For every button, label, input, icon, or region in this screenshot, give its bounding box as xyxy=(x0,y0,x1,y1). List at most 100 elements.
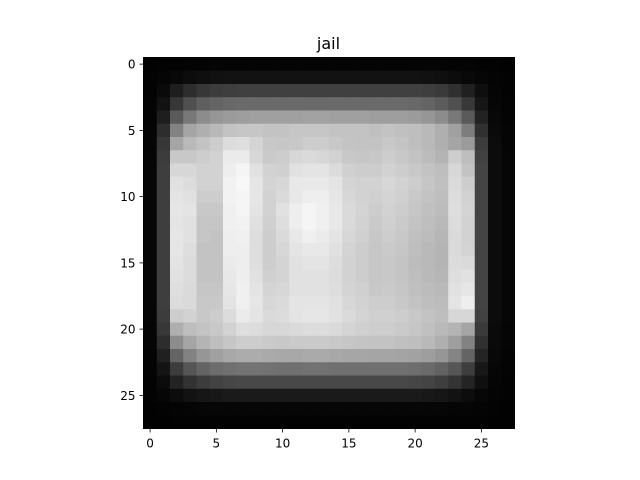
heatmap-cell xyxy=(276,123,290,138)
heatmap-cell xyxy=(474,137,489,151)
heatmap-cell xyxy=(421,243,436,257)
axes-frame xyxy=(143,57,515,429)
heatmap-cell xyxy=(249,309,264,323)
heatmap-cell xyxy=(170,137,184,151)
heatmap-cell xyxy=(448,216,462,231)
heatmap-cell xyxy=(156,335,171,350)
x-tick-label: 20 xyxy=(407,437,422,451)
heatmap-cell xyxy=(474,57,489,72)
heatmap-cell xyxy=(143,402,158,416)
heatmap-cell xyxy=(262,362,277,376)
heatmap-cell xyxy=(302,282,317,297)
heatmap-cell xyxy=(289,57,303,72)
heatmap-cell xyxy=(236,203,250,217)
heatmap-cell xyxy=(170,110,184,125)
heatmap-cell xyxy=(249,243,264,257)
heatmap-cell xyxy=(156,388,171,403)
heatmap-cell xyxy=(435,402,449,416)
heatmap-cell xyxy=(209,269,224,284)
heatmap-cell xyxy=(355,375,370,390)
heatmap-cell xyxy=(329,269,343,284)
heatmap-cell xyxy=(474,216,489,231)
heatmap-cell xyxy=(289,123,303,138)
heatmap-cell xyxy=(223,309,237,323)
y-tick-label: 5 xyxy=(128,124,136,138)
heatmap-cell xyxy=(382,137,396,151)
heatmap-cell xyxy=(461,296,476,310)
heatmap-cell xyxy=(408,269,423,284)
heatmap-cell xyxy=(156,150,171,164)
heatmap-cell xyxy=(395,402,409,416)
heatmap-cell xyxy=(461,402,476,416)
heatmap-cell xyxy=(262,322,277,337)
heatmap-cell xyxy=(474,296,489,310)
heatmap-cell xyxy=(170,388,184,403)
heatmap-cell xyxy=(209,415,224,429)
heatmap-cell xyxy=(368,190,383,204)
heatmap-cell xyxy=(448,123,462,138)
heatmap-cell xyxy=(315,176,330,191)
heatmap-cell xyxy=(262,256,277,270)
heatmap-cell xyxy=(408,362,423,376)
heatmap-cell xyxy=(223,123,237,138)
heatmap-cell xyxy=(249,322,264,337)
heatmap-cell xyxy=(408,70,423,85)
heatmap-cell xyxy=(249,296,264,310)
heatmap-cell xyxy=(315,84,330,98)
heatmap-cell xyxy=(315,216,330,231)
heatmap-cell xyxy=(421,176,436,191)
heatmap-cell xyxy=(355,70,370,85)
heatmap-cell xyxy=(488,296,502,310)
heatmap-cell xyxy=(223,229,237,244)
heatmap-cell xyxy=(368,84,383,98)
heatmap-cell xyxy=(435,349,449,363)
heatmap-cell xyxy=(209,97,224,111)
heatmap-cell xyxy=(183,137,197,151)
heatmap-cell xyxy=(395,309,409,323)
heatmap-cell xyxy=(249,97,264,111)
heatmap-cell xyxy=(329,388,343,403)
heatmap-cell xyxy=(474,163,489,178)
heatmap-cell xyxy=(435,296,449,310)
heatmap-cell xyxy=(143,349,158,363)
heatmap-cell xyxy=(474,110,489,125)
heatmap-cell xyxy=(342,190,356,204)
heatmap-cell xyxy=(342,349,356,363)
heatmap-cell xyxy=(488,203,502,217)
heatmap-cell xyxy=(395,97,409,111)
heatmap-cell xyxy=(262,190,277,204)
heatmap-cell xyxy=(249,282,264,297)
heatmap-cell xyxy=(315,57,330,72)
x-axis: 0 5 10 15 20 25 xyxy=(146,428,489,451)
heatmap-cell xyxy=(183,57,197,72)
heatmap-cell xyxy=(302,216,317,231)
heatmap-cell xyxy=(183,282,197,297)
heatmap-cell xyxy=(474,402,489,416)
heatmap-cell xyxy=(183,123,197,138)
heatmap-cell xyxy=(474,415,489,429)
heatmap-cell xyxy=(209,137,224,151)
heatmap-cell xyxy=(474,190,489,204)
heatmap-cell xyxy=(223,349,237,363)
heatmap-cell xyxy=(223,256,237,270)
heatmap-cell xyxy=(448,256,462,270)
heatmap-cell xyxy=(474,70,489,85)
heatmap-cell xyxy=(183,110,197,125)
heatmap-cell xyxy=(448,190,462,204)
heatmap-cell xyxy=(289,176,303,191)
heatmap-cell xyxy=(501,309,515,323)
heatmap-cell xyxy=(342,269,356,284)
heatmap-cell xyxy=(209,402,224,416)
heatmap-cell xyxy=(236,216,250,231)
heatmap-cell xyxy=(461,57,476,72)
heatmap-cell xyxy=(249,84,264,98)
heatmap-cell xyxy=(448,243,462,257)
heatmap-cell xyxy=(501,216,515,231)
heatmap-cell xyxy=(262,375,277,390)
heatmap-cell xyxy=(209,216,224,231)
heatmap-cell xyxy=(461,362,476,376)
heatmap-cell xyxy=(395,322,409,337)
heatmap-cell xyxy=(421,375,436,390)
y-axis: 0 5 10 15 20 25 xyxy=(120,58,144,403)
heatmap-cell xyxy=(156,229,171,244)
